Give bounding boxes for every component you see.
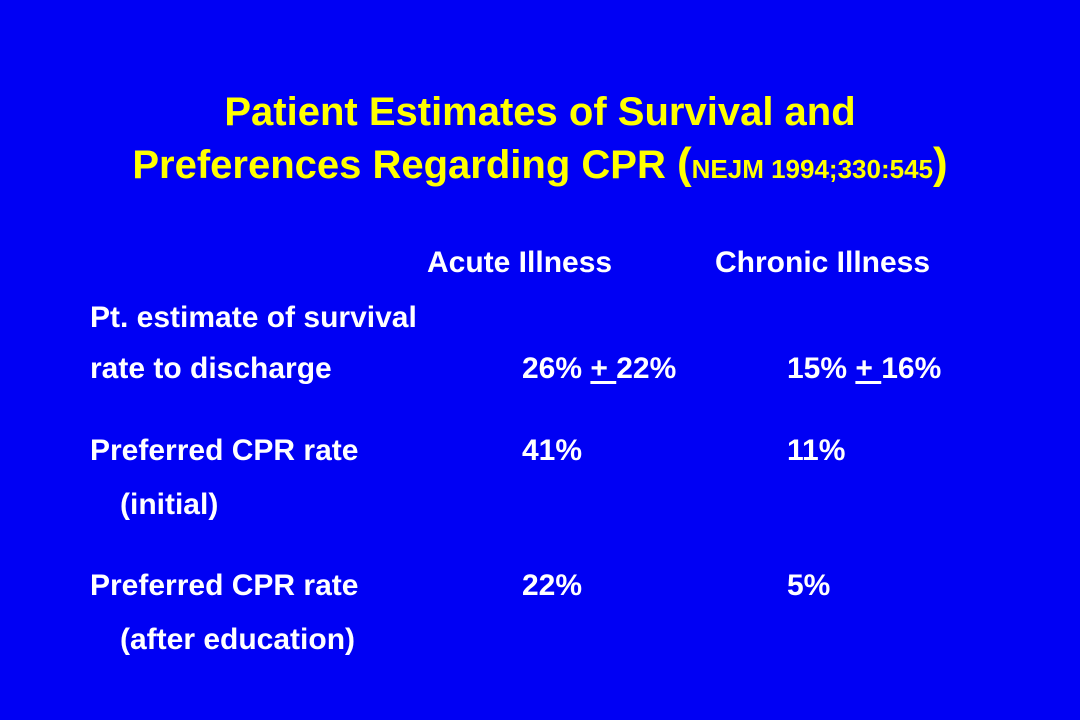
cell-survival-chronic-mean: 15% bbox=[787, 352, 856, 385]
cell-survival-acute: 26% + 22% bbox=[522, 351, 676, 387]
row-label-survival-line-2: rate to discharge bbox=[90, 352, 332, 385]
row-label-survival-line-1: Pt. estimate of survival bbox=[90, 301, 417, 334]
title-close-paren: ) bbox=[933, 139, 948, 188]
plus-minus-symbol: + bbox=[590, 352, 617, 385]
title-line-2: Preferences Regarding CPR (NEJM 1994;330… bbox=[0, 138, 1080, 195]
row-label-cpr-education-line-2: (after education) bbox=[120, 623, 356, 656]
plus-minus-symbol: + bbox=[855, 352, 882, 385]
slide-title: Patient Estimates of Survival and Prefer… bbox=[0, 86, 1080, 195]
cell-cpr-education-chronic: 5% bbox=[787, 569, 831, 602]
column-header-chronic: Chronic Illness bbox=[715, 246, 931, 279]
title-line-1: Patient Estimates of Survival and bbox=[224, 90, 856, 134]
cell-survival-chronic: 15% + 16% bbox=[787, 351, 941, 387]
row-label-cpr-education-line-1: Preferred CPR rate bbox=[90, 569, 359, 602]
row-label-cpr-initial-line-1: Preferred CPR rate bbox=[90, 434, 359, 467]
row-label-cpr-initial-line-2: (initial) bbox=[120, 488, 219, 521]
cell-cpr-initial-chronic: 11% bbox=[787, 434, 846, 467]
title-line-2-text: Preferences Regarding CPR bbox=[132, 143, 666, 187]
cell-survival-acute-mean: 26% bbox=[522, 352, 591, 385]
title-citation: NEJM 1994;330:545 bbox=[691, 154, 934, 184]
cell-cpr-initial-acute: 41% bbox=[522, 434, 583, 467]
cell-survival-chronic-sd: 16% bbox=[881, 352, 942, 385]
column-header-acute: Acute Illness bbox=[427, 246, 613, 279]
cell-cpr-education-acute: 22% bbox=[522, 569, 583, 602]
title-open-paren: ( bbox=[676, 139, 692, 188]
cell-survival-acute-sd: 22% bbox=[616, 352, 677, 385]
